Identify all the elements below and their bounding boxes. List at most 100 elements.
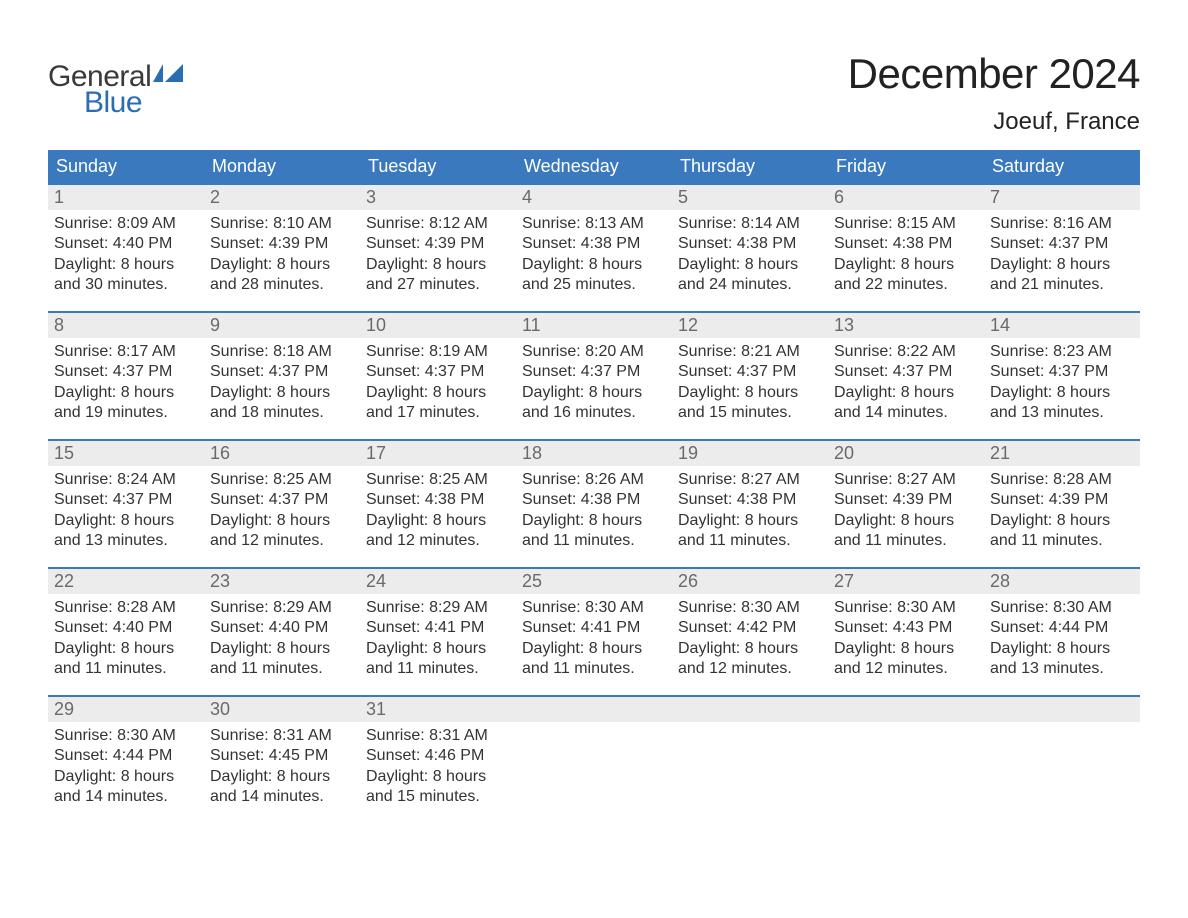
calendar-row: 8Sunrise: 8:17 AMSunset: 4:37 PMDaylight…: [48, 311, 1140, 439]
calendar-cell: [516, 695, 672, 823]
sunrise-line: Sunrise: 8:30 AM: [678, 598, 822, 618]
sunset-line: Sunset: 4:41 PM: [366, 618, 510, 638]
day-number-bar: 6: [828, 183, 984, 210]
sunrise-line: Sunrise: 8:29 AM: [210, 598, 354, 618]
daylight-line: Daylight: 8 hours and 22 minutes.: [834, 255, 978, 296]
day-body: Sunrise: 8:19 AMSunset: 4:37 PMDaylight:…: [360, 338, 516, 424]
day-number-bar: 22: [48, 567, 204, 594]
brand-logo: General Blue: [48, 62, 183, 118]
daylight-line: Daylight: 8 hours and 14 minutes.: [834, 383, 978, 424]
sunset-line: Sunset: 4:37 PM: [678, 362, 822, 382]
sunrise-line: Sunrise: 8:14 AM: [678, 214, 822, 234]
sunset-line: Sunset: 4:39 PM: [990, 490, 1134, 510]
day-body: Sunrise: 8:16 AMSunset: 4:37 PMDaylight:…: [984, 210, 1140, 296]
daylight-line: Daylight: 8 hours and 11 minutes.: [834, 511, 978, 552]
sunrise-line: Sunrise: 8:28 AM: [54, 598, 198, 618]
calendar-cell: 7Sunrise: 8:16 AMSunset: 4:37 PMDaylight…: [984, 183, 1140, 311]
day-number-bar: 20: [828, 439, 984, 466]
calendar-cell: 1Sunrise: 8:09 AMSunset: 4:40 PMDaylight…: [48, 183, 204, 311]
sunset-line: Sunset: 4:37 PM: [366, 362, 510, 382]
day-number-bar-empty: [516, 695, 672, 722]
daylight-line: Daylight: 8 hours and 14 minutes.: [210, 767, 354, 808]
sunset-line: Sunset: 4:37 PM: [54, 490, 198, 510]
header-row: General Blue December 2024 Joeuf, France: [48, 50, 1140, 136]
day-number-bar: 31: [360, 695, 516, 722]
day-body: Sunrise: 8:29 AMSunset: 4:41 PMDaylight:…: [360, 594, 516, 680]
day-number-bar: 17: [360, 439, 516, 466]
calendar-cell: [672, 695, 828, 823]
sunset-line: Sunset: 4:39 PM: [210, 234, 354, 254]
day-body: Sunrise: 8:27 AMSunset: 4:39 PMDaylight:…: [828, 466, 984, 552]
daylight-line: Daylight: 8 hours and 12 minutes.: [366, 511, 510, 552]
sunrise-line: Sunrise: 8:24 AM: [54, 470, 198, 490]
calendar-body: 1Sunrise: 8:09 AMSunset: 4:40 PMDaylight…: [48, 183, 1140, 823]
daylight-line: Daylight: 8 hours and 13 minutes.: [54, 511, 198, 552]
sunrise-line: Sunrise: 8:29 AM: [366, 598, 510, 618]
day-number-bar: 7: [984, 183, 1140, 210]
daylight-line: Daylight: 8 hours and 15 minutes.: [366, 767, 510, 808]
day-number-bar-empty: [984, 695, 1140, 722]
day-body: Sunrise: 8:10 AMSunset: 4:39 PMDaylight:…: [204, 210, 360, 296]
sunset-line: Sunset: 4:37 PM: [990, 362, 1134, 382]
sunset-line: Sunset: 4:45 PM: [210, 746, 354, 766]
daylight-line: Daylight: 8 hours and 12 minutes.: [210, 511, 354, 552]
daylight-line: Daylight: 8 hours and 12 minutes.: [834, 639, 978, 680]
day-number-bar: 26: [672, 567, 828, 594]
day-body: Sunrise: 8:30 AMSunset: 4:43 PMDaylight:…: [828, 594, 984, 680]
sunset-line: Sunset: 4:38 PM: [522, 490, 666, 510]
calendar-cell: 10Sunrise: 8:19 AMSunset: 4:37 PMDayligh…: [360, 311, 516, 439]
sunset-line: Sunset: 4:38 PM: [366, 490, 510, 510]
day-number-bar: 24: [360, 567, 516, 594]
sunrise-line: Sunrise: 8:31 AM: [366, 726, 510, 746]
daylight-line: Daylight: 8 hours and 30 minutes.: [54, 255, 198, 296]
sunrise-line: Sunrise: 8:15 AM: [834, 214, 978, 234]
sunrise-line: Sunrise: 8:21 AM: [678, 342, 822, 362]
day-number-bar: 2: [204, 183, 360, 210]
daylight-line: Daylight: 8 hours and 13 minutes.: [990, 639, 1134, 680]
sunrise-line: Sunrise: 8:16 AM: [990, 214, 1134, 234]
daylight-line: Daylight: 8 hours and 12 minutes.: [678, 639, 822, 680]
weekday-header: Monday: [204, 150, 360, 183]
calendar-cell: 24Sunrise: 8:29 AMSunset: 4:41 PMDayligh…: [360, 567, 516, 695]
day-body: Sunrise: 8:25 AMSunset: 4:37 PMDaylight:…: [204, 466, 360, 552]
daylight-line: Daylight: 8 hours and 11 minutes.: [210, 639, 354, 680]
day-number-bar: 12: [672, 311, 828, 338]
sunrise-line: Sunrise: 8:31 AM: [210, 726, 354, 746]
day-number-bar: 10: [360, 311, 516, 338]
sunset-line: Sunset: 4:39 PM: [366, 234, 510, 254]
weekday-header: Wednesday: [516, 150, 672, 183]
sunrise-line: Sunrise: 8:12 AM: [366, 214, 510, 234]
day-number-bar: 5: [672, 183, 828, 210]
calendar-cell: 2Sunrise: 8:10 AMSunset: 4:39 PMDaylight…: [204, 183, 360, 311]
daylight-line: Daylight: 8 hours and 11 minutes.: [522, 511, 666, 552]
sunrise-line: Sunrise: 8:30 AM: [522, 598, 666, 618]
calendar-cell: 28Sunrise: 8:30 AMSunset: 4:44 PMDayligh…: [984, 567, 1140, 695]
daylight-line: Daylight: 8 hours and 14 minutes.: [54, 767, 198, 808]
daylight-line: Daylight: 8 hours and 18 minutes.: [210, 383, 354, 424]
day-number-bar-empty: [672, 695, 828, 722]
sunset-line: Sunset: 4:40 PM: [210, 618, 354, 638]
daylight-line: Daylight: 8 hours and 25 minutes.: [522, 255, 666, 296]
calendar-row: 15Sunrise: 8:24 AMSunset: 4:37 PMDayligh…: [48, 439, 1140, 567]
day-number-bar: 25: [516, 567, 672, 594]
day-body: Sunrise: 8:28 AMSunset: 4:40 PMDaylight:…: [48, 594, 204, 680]
calendar-cell: 22Sunrise: 8:28 AMSunset: 4:40 PMDayligh…: [48, 567, 204, 695]
calendar-cell: 30Sunrise: 8:31 AMSunset: 4:45 PMDayligh…: [204, 695, 360, 823]
sunrise-line: Sunrise: 8:23 AM: [990, 342, 1134, 362]
day-number-bar: 13: [828, 311, 984, 338]
calendar-cell: [828, 695, 984, 823]
calendar-cell: 21Sunrise: 8:28 AMSunset: 4:39 PMDayligh…: [984, 439, 1140, 567]
day-body: Sunrise: 8:28 AMSunset: 4:39 PMDaylight:…: [984, 466, 1140, 552]
calendar-cell: 13Sunrise: 8:22 AMSunset: 4:37 PMDayligh…: [828, 311, 984, 439]
sunset-line: Sunset: 4:38 PM: [522, 234, 666, 254]
sunrise-line: Sunrise: 8:10 AM: [210, 214, 354, 234]
day-number-bar: 3: [360, 183, 516, 210]
sunrise-line: Sunrise: 8:28 AM: [990, 470, 1134, 490]
calendar-cell: 26Sunrise: 8:30 AMSunset: 4:42 PMDayligh…: [672, 567, 828, 695]
sunset-line: Sunset: 4:37 PM: [990, 234, 1134, 254]
day-number-bar-empty: [828, 695, 984, 722]
daylight-line: Daylight: 8 hours and 16 minutes.: [522, 383, 666, 424]
calendar-row: 29Sunrise: 8:30 AMSunset: 4:44 PMDayligh…: [48, 695, 1140, 823]
day-body: Sunrise: 8:31 AMSunset: 4:46 PMDaylight:…: [360, 722, 516, 808]
sunset-line: Sunset: 4:44 PM: [54, 746, 198, 766]
